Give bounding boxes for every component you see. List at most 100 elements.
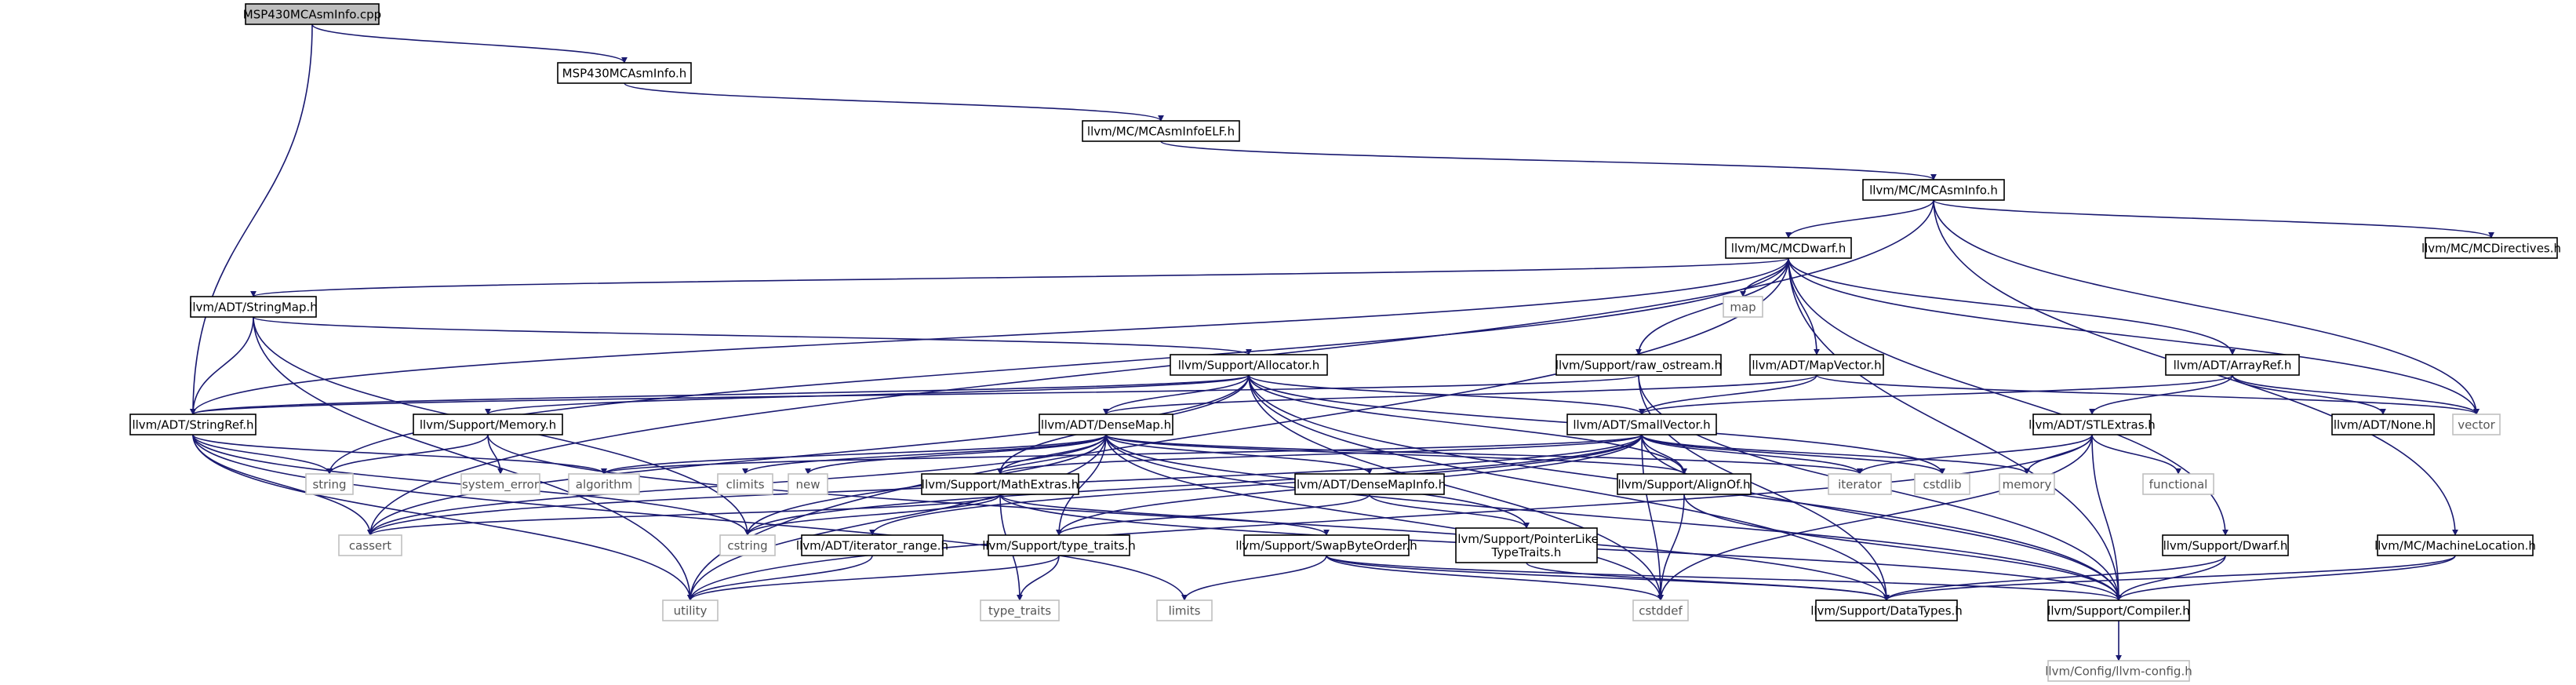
edge-stlextras-to-iterator: [1857, 434, 2093, 475]
node-label: cstring: [727, 539, 767, 553]
node-cstring[interactable]: cstring: [719, 534, 776, 556]
node-smallvector[interactable]: llvm/ADT/SmallVector.h: [1566, 414, 1717, 435]
edge-stringref-to-string: [192, 434, 333, 475]
node-label: new: [795, 478, 820, 492]
node-label: llvm/MC/MCAsmInfo.h: [1869, 184, 1998, 198]
edge-dwarf-to-stringmap: [250, 257, 1789, 297]
node-algorithm[interactable]: algorithm: [568, 473, 640, 495]
node-climits[interactable]: climits: [717, 473, 773, 495]
node-memoryh[interactable]: memory: [1999, 473, 2055, 495]
node-cstddef[interactable]: cstddef: [1632, 599, 1689, 621]
edge-swapbyte-to-cstddef: [1326, 555, 1664, 601]
edge-stlextras-to-functional: [2091, 434, 2181, 475]
node-none[interactable]: llvm/ADT/None.h: [2331, 414, 2435, 435]
edge-mapvector-to-densemap: [1103, 374, 1817, 415]
node-map[interactable]: map: [1723, 296, 1763, 318]
node-stringmap[interactable]: llvm/ADT/StringMap.h: [189, 296, 318, 318]
edge-mathextras-to-cassert: [367, 494, 1001, 536]
edge-arrayref-to-smallvector: [1639, 374, 2233, 415]
node-vector[interactable]: vector: [2452, 414, 2501, 435]
node-label: cstdlib: [1923, 478, 1961, 492]
edge-swapbyte-to-datatypes: [1326, 555, 1890, 601]
node-label: limits: [1169, 604, 1201, 618]
node-directives[interactable]: llvm/MC/MCDirectives.h: [2421, 237, 2561, 259]
node-cassert[interactable]: cassert: [338, 534, 402, 556]
node-rawostream[interactable]: llvm/Support/raw_ostream.h: [1555, 354, 1722, 376]
node-stringref[interactable]: llvm/ADT/StringRef.h: [129, 414, 257, 435]
edge-smallvector-to-iterator: [1641, 434, 1863, 475]
node-label: llvm/Config/llvm-config.h: [2045, 665, 2192, 679]
node-iterator[interactable]: iterator: [1828, 473, 1892, 495]
node-new[interactable]: new: [788, 473, 828, 495]
node-allocator[interactable]: llvm/Support/Allocator.h: [1170, 354, 1328, 376]
node-stlextras[interactable]: llvm/ADT/STLExtras.h: [2028, 414, 2156, 435]
node-iterrange[interactable]: llvm/ADT/iterator_range.h: [796, 534, 948, 556]
edge-densemap-to-typetraits: [1056, 434, 1107, 536]
node-dwarf[interactable]: llvm/MC/MCDwarf.h: [1725, 237, 1852, 259]
node-label: llvm/MC/MachineLocation.h: [2374, 539, 2536, 553]
node-memory[interactable]: llvm/Support/Memory.h: [413, 414, 563, 435]
node-label: llvm/Support/DataTypes.h: [1810, 604, 1963, 618]
node-dwarfh[interactable]: llvm/Support/Dwarf.h: [2162, 534, 2289, 556]
edge-smallvector-to-cstring: [744, 434, 1643, 536]
edge-densemap-to-algorithm: [601, 434, 1107, 475]
node-label: iterator: [1838, 478, 1883, 492]
edge-densemap-to-densemapinfo: [1105, 434, 1373, 475]
edge-smallvector-to-compiler: [1641, 434, 2122, 601]
node-asminfo[interactable]: llvm/MC/MCAsmInfo.h: [1862, 179, 2005, 201]
node-swapbyte[interactable]: llvm/Support/SwapByteOrder.h: [1235, 534, 1417, 556]
edge-stlextras-to-compiler: [2091, 434, 2122, 601]
node-functional[interactable]: functional: [2142, 473, 2214, 495]
edge-dwarf-to-arrayref: [1788, 257, 2236, 355]
edge-stringref-to-algorithm: [192, 434, 607, 475]
edge-stringref-to-utility: [192, 434, 693, 601]
node-densemapinfo[interactable]: llvm/ADT/DenseMapInfo.h: [1293, 473, 1446, 495]
node-typetraitsstd[interactable]: type_traits: [980, 599, 1060, 621]
edge-msp430h-to-elf: [624, 82, 1164, 122]
node-machloc[interactable]: llvm/MC/MachineLocation.h: [2374, 534, 2536, 556]
node-datatypes[interactable]: llvm/Support/DataTypes.h: [1810, 599, 1963, 621]
edge-smallvector-to-mathextras: [997, 434, 1643, 475]
edge-dwarfh-to-datatypes: [1883, 555, 2226, 601]
edge-memory-to-syserr: [487, 434, 504, 475]
node-compiler[interactable]: llvm/Support/Compiler.h: [2047, 599, 2190, 621]
edge-arrayref-to-stlextras: [2089, 374, 2233, 415]
node-syserr[interactable]: system_error: [460, 473, 540, 495]
edge-stringref-to-limits: [192, 434, 1188, 601]
edge-typetraits-to-typetraitsstd: [1017, 555, 1060, 601]
node-label: llvm/Support/SwapByteOrder.h: [1235, 539, 1417, 553]
edge-mapvector-to-smallvector: [1639, 374, 1817, 415]
node-mathextras[interactable]: llvm/Support/MathExtras.h: [921, 473, 1079, 495]
node-msp430h[interactable]: MSP430MCAsmInfo.h: [557, 62, 692, 84]
node-limits[interactable]: limits: [1156, 599, 1213, 621]
node-densemap[interactable]: llvm/ADT/DenseMap.h: [1039, 414, 1173, 435]
edge-swapbyte-to-limits: [1181, 555, 1327, 601]
edge-alignof-to-cstddef: [1657, 494, 1685, 601]
edge-smallvector-to-cstddef: [1641, 434, 1664, 601]
node-label: type_traits: [988, 604, 1051, 619]
node-alignof[interactable]: llvm/Support/AlignOf.h: [1617, 473, 1752, 495]
node-string[interactable]: string: [305, 473, 354, 495]
node-label: llvm/Support/Compiler.h: [2047, 604, 2190, 618]
node-mapvector[interactable]: llvm/ADT/MapVector.h: [1749, 354, 1884, 376]
node-cstdlib[interactable]: cstdlib: [1914, 473, 1970, 495]
node-label: llvm/ADT/ArrayRef.h: [2174, 359, 2292, 373]
node-utility[interactable]: utility: [662, 599, 719, 621]
edge-allocator-to-alignof: [1248, 374, 1687, 475]
node-label: climits: [726, 478, 764, 492]
node-arrayref[interactable]: llvm/ADT/ArrayRef.h: [2165, 354, 2300, 376]
node-typetraits[interactable]: llvm/Support/type_traits.h: [982, 534, 1136, 556]
node-elf[interactable]: llvm/MC/MCAsmInfoELF.h: [1082, 120, 1240, 142]
edge-allocator-to-stringref: [190, 374, 1250, 415]
edge-stringmap-to-stringref: [190, 316, 254, 415]
node-label: llvm/ADT/STLExtras.h: [2028, 418, 2156, 432]
node-label: cstddef: [1639, 604, 1683, 618]
node-llvmconfig[interactable]: llvm/Config/llvm-config.h: [2045, 660, 2192, 682]
edge-root-to-stringref: [190, 24, 313, 415]
node-label: llvm/ADT/StringRef.h: [132, 418, 253, 432]
edge-memory-to-string: [326, 434, 489, 475]
edge-smallvector-to-algorithm: [601, 434, 1643, 475]
edge-stringmap-to-allocator: [253, 316, 1252, 355]
node-label: llvm/MC/MCDirectives.h: [2421, 242, 2561, 256]
